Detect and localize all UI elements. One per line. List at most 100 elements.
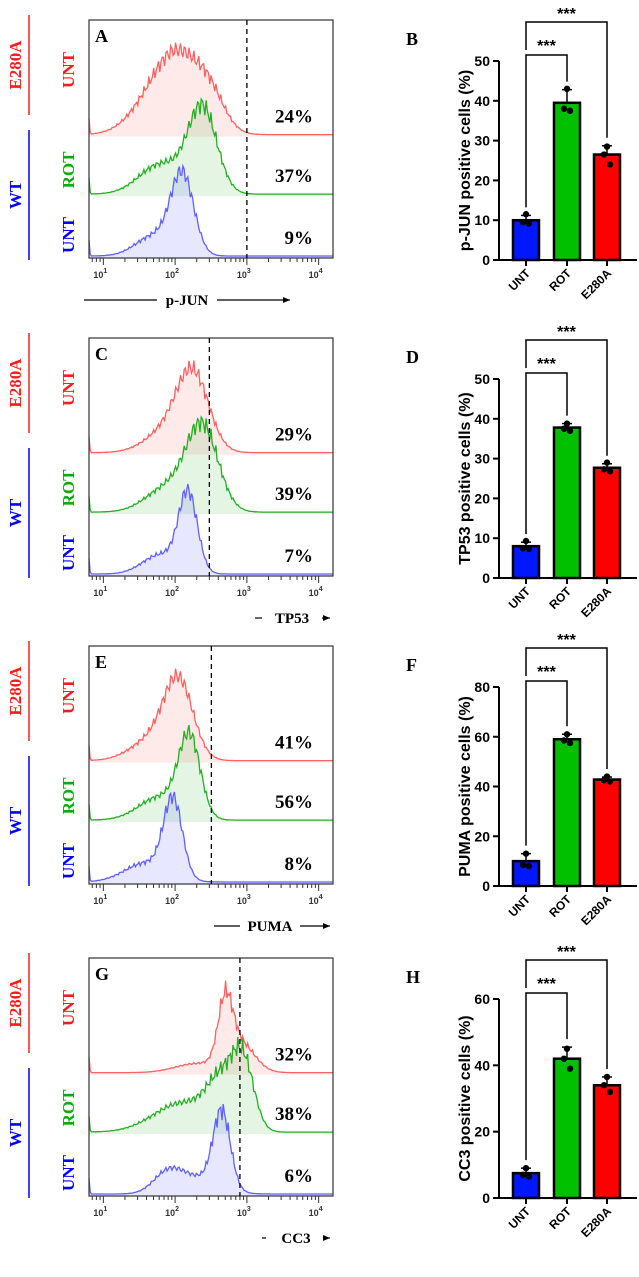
data-point [519,1171,527,1178]
histogram-line-wt-unt [88,163,333,257]
x-tick-exponent: 3 [247,894,251,901]
data-point [566,107,574,114]
data-point [525,1173,533,1180]
x-tick-label: 102 [165,1206,179,1218]
y-tick-label: 50 [474,371,490,387]
y-tick-label: 0 [482,1190,490,1206]
histogram-fill-unt [89,42,333,137]
data-point [525,862,533,870]
panel-letter: B [406,29,418,49]
histogram-panel-E [28,641,334,929]
y-tick-label: 20 [474,828,490,844]
histogram-frame [88,337,334,577]
data-point [606,778,614,785]
x-tick-exponent: 4 [319,894,323,901]
x-tick-exponent: 3 [247,1206,251,1213]
data-point [566,1065,574,1072]
histogram-line-e280a-unt [88,360,333,454]
data-point [606,161,614,168]
x-axis-arrowhead [323,615,330,621]
x-tick-label: 102 [165,586,179,598]
y-tick-label: 0 [482,252,490,268]
histogram-fill-rot [89,1037,333,1135]
x-tick-label-e280a: E280A [578,892,614,928]
panel-letter: H [406,967,420,987]
y-tick-label: 10 [474,530,490,546]
y-tick-label: 0 [482,570,490,586]
significance-bracket-unt-rot [525,54,568,208]
y-axis-label: PUMA positive cells (%) [457,696,474,877]
bar-unt [511,544,541,580]
percent-positive-label: 39% [275,484,313,505]
x-tick-label: 103 [237,1206,251,1218]
y-tick-label: 60 [474,729,490,745]
group-label-wt: WT [6,1118,25,1147]
significance-stars: *** [537,356,556,373]
group-label-wt: WT [6,180,25,209]
y-tick-label: 20 [474,1124,490,1140]
data-point [603,143,611,150]
y-tick-label: 30 [474,451,490,467]
data-point [522,850,530,857]
data-point [600,777,608,784]
x-tick-label-unt: UNT [506,584,534,612]
y-axis-label: p-JUN positive cells (%) [457,70,474,251]
histogram-frame [88,957,334,1197]
x-tick-label: 104 [309,894,323,906]
lane-label-wt-rot: ROT [59,469,78,507]
y-tick-label: 10 [474,212,490,228]
data-point [606,468,614,475]
lane-label-e280a-unt: UNT [59,677,78,714]
percent-positive-label: 7% [285,546,314,567]
x-tick-label: 103 [237,268,251,280]
x-tick-exponent: 2 [175,268,179,275]
data-point [603,459,611,466]
percent-positive-label: 32% [275,1045,313,1066]
bar-e280a [592,153,622,262]
lane-label-wt-rot: ROT [59,777,78,815]
data-point [563,85,571,93]
percent-positive-label: 8% [285,854,314,875]
x-tick-label-rot: ROT [546,1204,574,1232]
panel-letter: E [95,652,107,672]
percent-positive-label: 29% [275,425,313,446]
data-point [525,220,533,227]
data-point [600,151,608,158]
significance-bracket-unt-e280a [525,339,608,456]
data-point [563,1045,571,1052]
percent-positive-label: 56% [275,792,313,813]
significance-stars: *** [557,6,576,23]
percent-positive-label: 41% [275,733,313,754]
x-tick-label: 101 [93,1206,107,1218]
x-tick-label: 101 [93,268,107,280]
data-point [600,1082,608,1089]
histogram-line-wt-rot [88,1037,333,1133]
data-point [519,544,527,552]
lane-label-wt-rot: ROT [59,151,78,189]
y-tick-label: 40 [474,1057,490,1073]
group-label-wt: WT [6,806,25,835]
panel-letter: F [406,655,417,675]
group-label-e280a: E280A [6,40,25,90]
histogram-line-e280a-unt [88,668,333,762]
y-axis-label: TP53 positive cells (%) [457,392,474,565]
y-tick-label: 40 [474,779,490,795]
significance-bracket-unt-e280a [525,647,608,770]
x-tick-label: 101 [93,586,107,598]
data-point [563,731,571,738]
group-label-wt: WT [6,498,25,527]
x-tick-exponent: 4 [319,268,323,275]
data-point [603,1073,611,1081]
group-label-e280a: E280A [6,978,25,1028]
significance-bracket-unt-rot [525,372,568,535]
x-tick-label: 104 [309,586,323,598]
x-tick-exponent: 1 [103,1206,107,1213]
x-tick-exponent: 1 [103,894,107,901]
x-axis-label: CC3 [281,1231,310,1247]
significance-bracket-unt-rot [525,680,568,846]
histogram-fill-unt [89,1104,333,1196]
x-tick-label: 101 [93,894,107,906]
data-point [560,105,568,112]
